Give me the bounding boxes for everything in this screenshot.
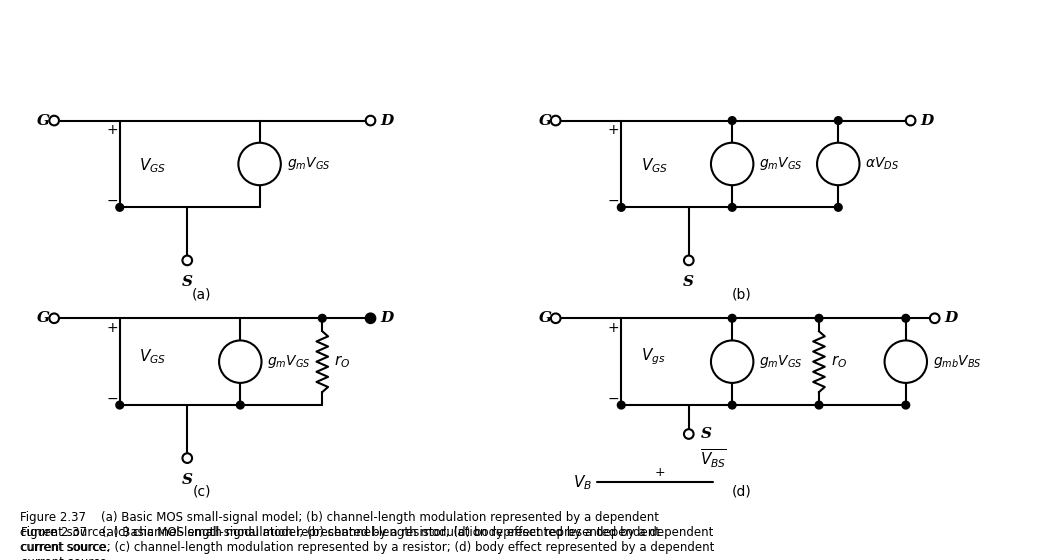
Text: S: S xyxy=(683,275,695,289)
Text: G: G xyxy=(539,114,552,128)
Text: $V_{GS}$: $V_{GS}$ xyxy=(641,157,668,175)
Text: $\alpha V_{DS}$: $\alpha V_{DS}$ xyxy=(865,156,900,172)
Text: $g_m V_{GS}$: $g_m V_{GS}$ xyxy=(267,353,311,370)
Text: (d): (d) xyxy=(732,485,752,499)
Circle shape xyxy=(728,116,736,124)
Circle shape xyxy=(902,401,910,409)
Circle shape xyxy=(367,314,374,322)
Text: S: S xyxy=(182,275,192,289)
Circle shape xyxy=(684,255,694,265)
Circle shape xyxy=(728,401,736,409)
Circle shape xyxy=(728,203,736,211)
Text: G: G xyxy=(37,114,50,128)
Text: G: G xyxy=(37,311,50,325)
Circle shape xyxy=(728,314,736,322)
Text: $-$: $-$ xyxy=(607,193,620,207)
Circle shape xyxy=(834,116,842,124)
Circle shape xyxy=(49,116,59,125)
Circle shape xyxy=(618,401,625,409)
Circle shape xyxy=(906,116,915,125)
Circle shape xyxy=(711,143,753,185)
Circle shape xyxy=(711,340,753,383)
Circle shape xyxy=(366,314,375,323)
Text: D: D xyxy=(944,311,958,325)
Circle shape xyxy=(815,401,823,409)
Text: Figure 2.37    (a) Basic MOS small-signal model; (b) channel-length modulation r: Figure 2.37 (a) Basic MOS small-signal m… xyxy=(21,511,713,554)
Text: (b): (b) xyxy=(732,287,752,301)
Text: (a): (a) xyxy=(192,287,211,301)
Text: $V_{GS}$: $V_{GS}$ xyxy=(139,157,166,175)
Circle shape xyxy=(219,340,261,383)
Text: $V_B$: $V_B$ xyxy=(573,473,593,492)
Text: $-$: $-$ xyxy=(106,390,119,404)
Text: Figure 2.37    (a) Basic MOS small-signal model; (b) channel-length modulation r: Figure 2.37 (a) Basic MOS small-signal m… xyxy=(21,526,714,560)
Text: G: G xyxy=(539,311,552,325)
Circle shape xyxy=(815,314,823,322)
Text: $r_O$: $r_O$ xyxy=(831,353,847,370)
Circle shape xyxy=(182,453,192,463)
Circle shape xyxy=(318,314,327,322)
Text: S: S xyxy=(700,427,711,441)
Circle shape xyxy=(930,314,939,323)
Circle shape xyxy=(238,143,281,185)
Circle shape xyxy=(115,401,124,409)
Text: D: D xyxy=(381,114,393,128)
Text: D: D xyxy=(381,311,393,325)
Text: $V_{GS}$: $V_{GS}$ xyxy=(139,348,166,366)
Circle shape xyxy=(902,314,910,322)
Text: D: D xyxy=(920,114,934,128)
Text: $g_m V_{GS}$: $g_m V_{GS}$ xyxy=(759,156,803,172)
Circle shape xyxy=(551,314,561,323)
Circle shape xyxy=(366,116,375,125)
Text: $g_m V_{GS}$: $g_m V_{GS}$ xyxy=(759,353,803,370)
Text: $g_{mb}V_{BS}$: $g_{mb}V_{BS}$ xyxy=(933,353,982,370)
Text: +: + xyxy=(106,321,118,335)
Circle shape xyxy=(182,255,192,265)
Text: $\overline{V_{BS}}$: $\overline{V_{BS}}$ xyxy=(700,447,727,469)
Circle shape xyxy=(885,340,927,383)
Text: $-$: $-$ xyxy=(106,193,119,207)
Text: $g_m V_{GS}$: $g_m V_{GS}$ xyxy=(287,156,330,172)
Text: +: + xyxy=(106,123,118,137)
Circle shape xyxy=(817,143,859,185)
Text: +: + xyxy=(607,321,620,335)
Circle shape xyxy=(115,203,124,211)
Circle shape xyxy=(684,429,694,439)
Circle shape xyxy=(49,314,59,323)
Text: $-$: $-$ xyxy=(607,390,620,404)
Circle shape xyxy=(834,203,842,211)
Text: S: S xyxy=(182,473,192,487)
Circle shape xyxy=(236,401,244,409)
Text: +: + xyxy=(607,123,620,137)
Text: +: + xyxy=(654,466,666,479)
Text: $V_{gs}$: $V_{gs}$ xyxy=(641,347,665,367)
Circle shape xyxy=(618,203,625,211)
Circle shape xyxy=(551,116,561,125)
Text: $r_O$: $r_O$ xyxy=(334,353,350,370)
Text: (c): (c) xyxy=(192,485,211,499)
